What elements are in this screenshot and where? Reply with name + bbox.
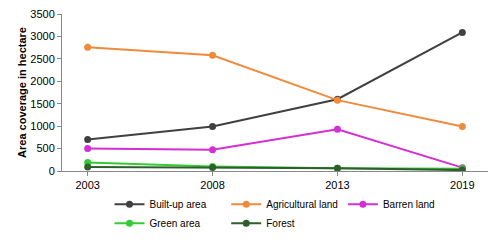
- svg-text:2013: 2013: [325, 179, 349, 191]
- svg-text:Forest: Forest: [266, 218, 295, 229]
- svg-text:1500: 1500: [30, 98, 54, 110]
- svg-text:Green area: Green area: [150, 218, 201, 229]
- svg-text:2019: 2019: [450, 179, 474, 191]
- svg-text:1000: 1000: [30, 120, 54, 132]
- svg-text:500: 500: [36, 142, 54, 154]
- svg-text:2500: 2500: [30, 53, 54, 65]
- svg-text:3000: 3000: [30, 30, 54, 42]
- svg-text:2003: 2003: [75, 179, 99, 191]
- svg-text:2008: 2008: [200, 179, 224, 191]
- svg-text:2000: 2000: [30, 75, 54, 87]
- svg-text:Barren land: Barren land: [383, 199, 435, 210]
- svg-text:Agricultural land: Agricultural land: [266, 199, 338, 210]
- svg-text:3500: 3500: [30, 8, 54, 20]
- svg-text:Area coverage in hectare: Area coverage in hectare: [16, 27, 28, 158]
- svg-text:0: 0: [49, 165, 55, 177]
- svg-text:Built-up area: Built-up area: [150, 199, 207, 210]
